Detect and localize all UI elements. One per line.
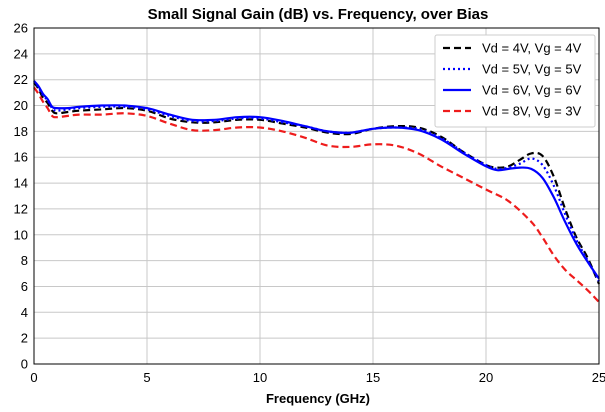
y-tick-label: 22 — [14, 72, 28, 87]
y-tick-label: 6 — [21, 279, 28, 294]
plot-frame — [33, 27, 600, 365]
x-axis-label: Frequency (GHz) — [266, 391, 370, 406]
legend: Vd = 4V, Vg = 4V Vd = 5V, Vg = 5V Vd = 6V,… — [434, 34, 596, 128]
y-tick-label: 14 — [14, 176, 28, 191]
y-tick-label: 16 — [14, 150, 28, 165]
x-tick-label: 15 — [366, 370, 380, 385]
legend-label: Vd = 6V, Vg = 6V — [482, 83, 582, 98]
x-tick-label: 0 — [30, 370, 37, 385]
legend-label: Vd = 4V, Vg = 4V — [482, 41, 582, 56]
x-tick-label: 10 — [253, 370, 267, 385]
y-tick-label: 12 — [14, 201, 28, 216]
series-line — [33, 80, 600, 280]
y-tick-label: 10 — [14, 227, 28, 242]
y-tick-label: 26 — [14, 21, 28, 36]
y-tick-label: 4 — [21, 305, 28, 320]
y-tick-label: 8 — [21, 253, 28, 268]
legend-label: Vd = 8V, Vg = 3V — [482, 104, 582, 119]
series-lines — [33, 80, 601, 303]
series-line — [33, 86, 600, 303]
y-tick-label: 0 — [21, 357, 28, 372]
y-tick-label: 24 — [14, 46, 28, 61]
y-tick-label: 20 — [14, 98, 28, 113]
y-tick-label: 18 — [14, 124, 28, 139]
x-tick-label: 25 — [592, 370, 605, 385]
x-tick-label: 20 — [479, 370, 493, 385]
legend-box — [434, 34, 596, 128]
chart-title: Small Signal Gain (dB) vs. Frequency, ov… — [148, 6, 489, 23]
y-tick-label: 2 — [21, 331, 28, 346]
legend-label: Vd = 5V, Vg = 5V — [482, 62, 582, 77]
x-tick-label: 5 — [143, 370, 150, 385]
series-line — [33, 81, 601, 285]
